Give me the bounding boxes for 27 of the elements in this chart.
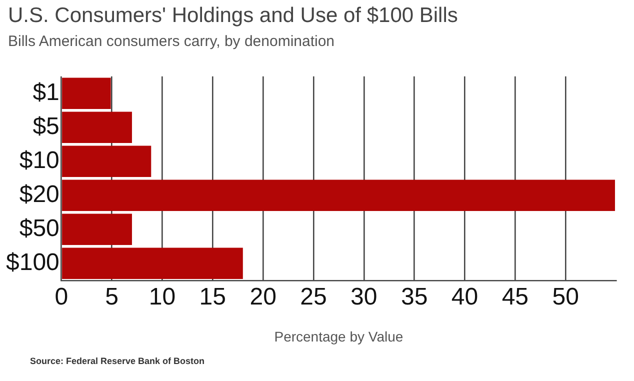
bar xyxy=(62,214,132,246)
y-tick-label: $20 xyxy=(19,181,60,208)
source-note: Source: Federal Reserve Bank of Boston xyxy=(30,356,205,366)
x-tick-label: 40 xyxy=(451,283,478,310)
x-tick-label: 0 xyxy=(54,283,68,310)
x-tick-label: 15 xyxy=(199,283,226,310)
y-tick-label: $10 xyxy=(19,147,60,174)
x-tick-label: 10 xyxy=(148,283,176,310)
x-tick-label: 20 xyxy=(250,283,276,310)
bar xyxy=(62,146,152,178)
chart-subtitle: Bills American consumers carry, by denomination xyxy=(8,33,335,50)
x-tick-label: 35 xyxy=(400,283,428,310)
bar xyxy=(62,248,243,280)
x-tick-label: 5 xyxy=(105,283,118,310)
x-tick-label: 30 xyxy=(350,283,378,310)
x-tick-label: 25 xyxy=(300,283,327,310)
chart-title: U.S. Consumers' Holdings and Use of $100 Bills xyxy=(8,4,458,28)
bar xyxy=(62,180,615,212)
y-tick-label: $50 xyxy=(19,215,60,242)
x-axis-title: Percentage by Value xyxy=(274,328,404,344)
x-tick-label: 50 xyxy=(552,283,579,310)
bar xyxy=(62,78,111,110)
y-tick-label: $100 xyxy=(6,249,60,276)
x-tick-label: 45 xyxy=(502,283,529,310)
y-tick-label: $5 xyxy=(32,113,60,140)
bar xyxy=(62,112,132,144)
y-tick-label: $1 xyxy=(32,79,60,106)
